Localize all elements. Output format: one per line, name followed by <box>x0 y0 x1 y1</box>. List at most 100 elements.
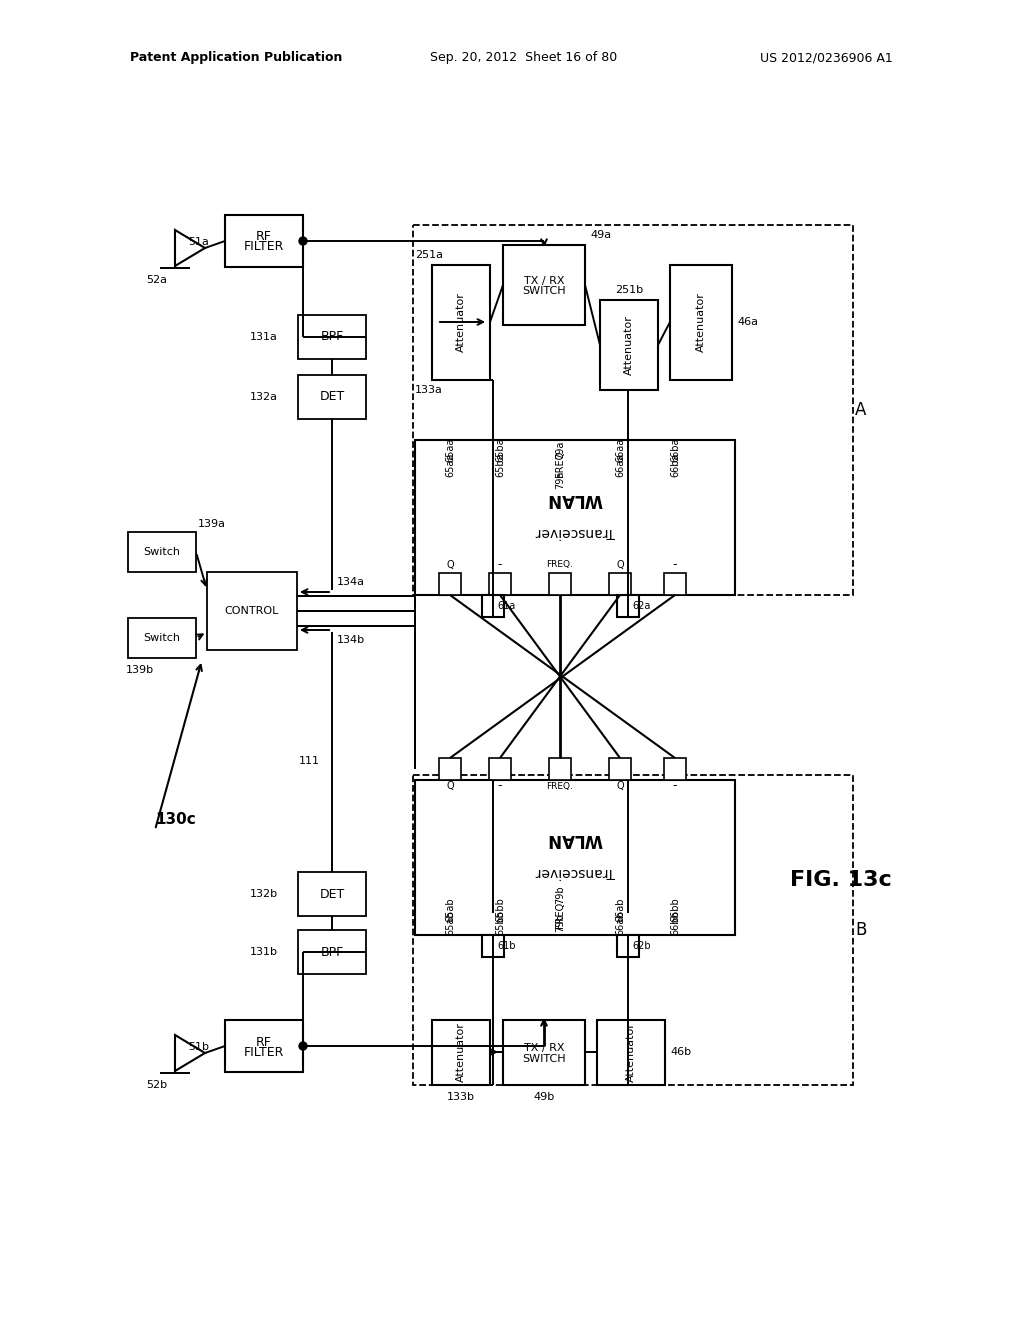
Bar <box>207 572 297 649</box>
Bar <box>413 224 853 595</box>
Bar <box>128 618 196 657</box>
Bar <box>225 215 303 267</box>
Text: FILTER: FILTER <box>244 1045 285 1059</box>
Bar <box>439 758 461 780</box>
Text: 79a: 79a <box>555 471 565 490</box>
Text: BPF: BPF <box>321 330 344 343</box>
Text: Q: Q <box>616 560 624 570</box>
Text: -: - <box>673 558 677 572</box>
Text: 139a: 139a <box>198 519 226 529</box>
Bar <box>482 935 504 957</box>
Text: 79b: 79b <box>555 886 565 904</box>
Text: FILTER: FILTER <box>244 240 285 253</box>
Text: Patent Application Publication: Patent Application Publication <box>130 51 342 65</box>
Text: 111: 111 <box>299 756 319 766</box>
Text: 65aa: 65aa <box>445 438 455 462</box>
Text: 62b: 62b <box>633 941 651 950</box>
Text: RF: RF <box>256 231 272 243</box>
Text: Transceiver: Transceiver <box>536 865 614 879</box>
Text: Attenuator: Attenuator <box>456 1022 466 1082</box>
Text: 65aa: 65aa <box>445 453 455 478</box>
Bar <box>503 1020 585 1085</box>
Text: 79b: 79b <box>555 913 565 932</box>
Circle shape <box>299 238 307 246</box>
Text: 61a: 61a <box>498 601 516 611</box>
Text: -: - <box>498 780 502 792</box>
Text: 139b: 139b <box>126 665 155 675</box>
Text: 49b: 49b <box>534 1092 555 1102</box>
Text: Transceiver: Transceiver <box>536 525 614 539</box>
Text: 52b: 52b <box>146 1080 168 1090</box>
Text: Attenuator: Attenuator <box>626 1022 636 1082</box>
Text: 133b: 133b <box>447 1092 475 1102</box>
Text: 65ab: 65ab <box>445 911 455 936</box>
Text: 65bb: 65bb <box>495 898 505 923</box>
Text: US 2012/0236906 A1: US 2012/0236906 A1 <box>760 51 893 65</box>
Bar <box>549 758 571 780</box>
Text: -: - <box>673 780 677 792</box>
Text: 66ba: 66ba <box>670 438 680 462</box>
Text: 130c: 130c <box>155 813 196 828</box>
Text: 65ba: 65ba <box>495 438 505 462</box>
Text: Q: Q <box>446 781 454 791</box>
Bar <box>128 532 196 572</box>
Text: 79a: 79a <box>555 441 565 459</box>
Text: 62a: 62a <box>633 601 651 611</box>
Bar <box>298 375 366 418</box>
Bar <box>225 1020 303 1072</box>
Text: -: - <box>498 558 502 572</box>
Bar <box>664 573 686 595</box>
Bar <box>597 1020 665 1085</box>
Bar <box>298 315 366 359</box>
Bar <box>609 573 631 595</box>
Text: Attenuator: Attenuator <box>624 315 634 375</box>
Text: 66aa: 66aa <box>615 438 625 462</box>
Text: Q: Q <box>446 560 454 570</box>
Text: FREQ.: FREQ. <box>547 561 573 569</box>
Text: 51b: 51b <box>188 1041 210 1052</box>
Text: 132b: 132b <box>250 888 278 899</box>
Bar <box>415 440 735 595</box>
Text: 66ba: 66ba <box>670 453 680 478</box>
Text: WLAN: WLAN <box>547 490 603 508</box>
Bar <box>489 573 511 595</box>
Text: 52a: 52a <box>146 275 168 285</box>
Bar <box>617 595 639 616</box>
Bar <box>503 246 585 325</box>
Bar <box>298 931 366 974</box>
Text: 132a: 132a <box>250 392 278 403</box>
Bar <box>670 265 732 380</box>
Text: SWITCH: SWITCH <box>522 286 566 296</box>
Text: 51a: 51a <box>188 238 210 247</box>
Bar <box>413 775 853 1085</box>
Text: DET: DET <box>319 391 345 404</box>
Text: 66ab: 66ab <box>615 898 625 923</box>
Bar <box>432 1020 490 1085</box>
Bar <box>664 758 686 780</box>
Text: FREQ.: FREQ. <box>555 899 565 928</box>
Text: 66ab: 66ab <box>615 911 625 936</box>
Text: 66bb: 66bb <box>670 898 680 923</box>
Text: Q: Q <box>616 781 624 791</box>
Bar <box>489 758 511 780</box>
Text: CONTROL: CONTROL <box>225 606 280 616</box>
Text: 251b: 251b <box>615 285 643 294</box>
Circle shape <box>299 1041 307 1049</box>
Text: 134a: 134a <box>337 577 365 587</box>
Text: 66aa: 66aa <box>615 453 625 477</box>
Text: FIG. 13c: FIG. 13c <box>790 870 892 890</box>
Text: Attenuator: Attenuator <box>696 292 706 352</box>
Text: Switch: Switch <box>143 634 180 643</box>
Bar <box>609 758 631 780</box>
Bar <box>482 595 504 616</box>
Bar <box>298 873 366 916</box>
Text: 251a: 251a <box>415 249 443 260</box>
Text: Switch: Switch <box>143 546 180 557</box>
Text: Sep. 20, 2012  Sheet 16 of 80: Sep. 20, 2012 Sheet 16 of 80 <box>430 51 617 65</box>
Text: 46b: 46b <box>670 1047 691 1057</box>
Bar <box>617 935 639 957</box>
Text: FREQ.: FREQ. <box>555 447 565 477</box>
Text: RF: RF <box>256 1035 272 1048</box>
Text: 49a: 49a <box>590 230 611 240</box>
Bar <box>439 573 461 595</box>
